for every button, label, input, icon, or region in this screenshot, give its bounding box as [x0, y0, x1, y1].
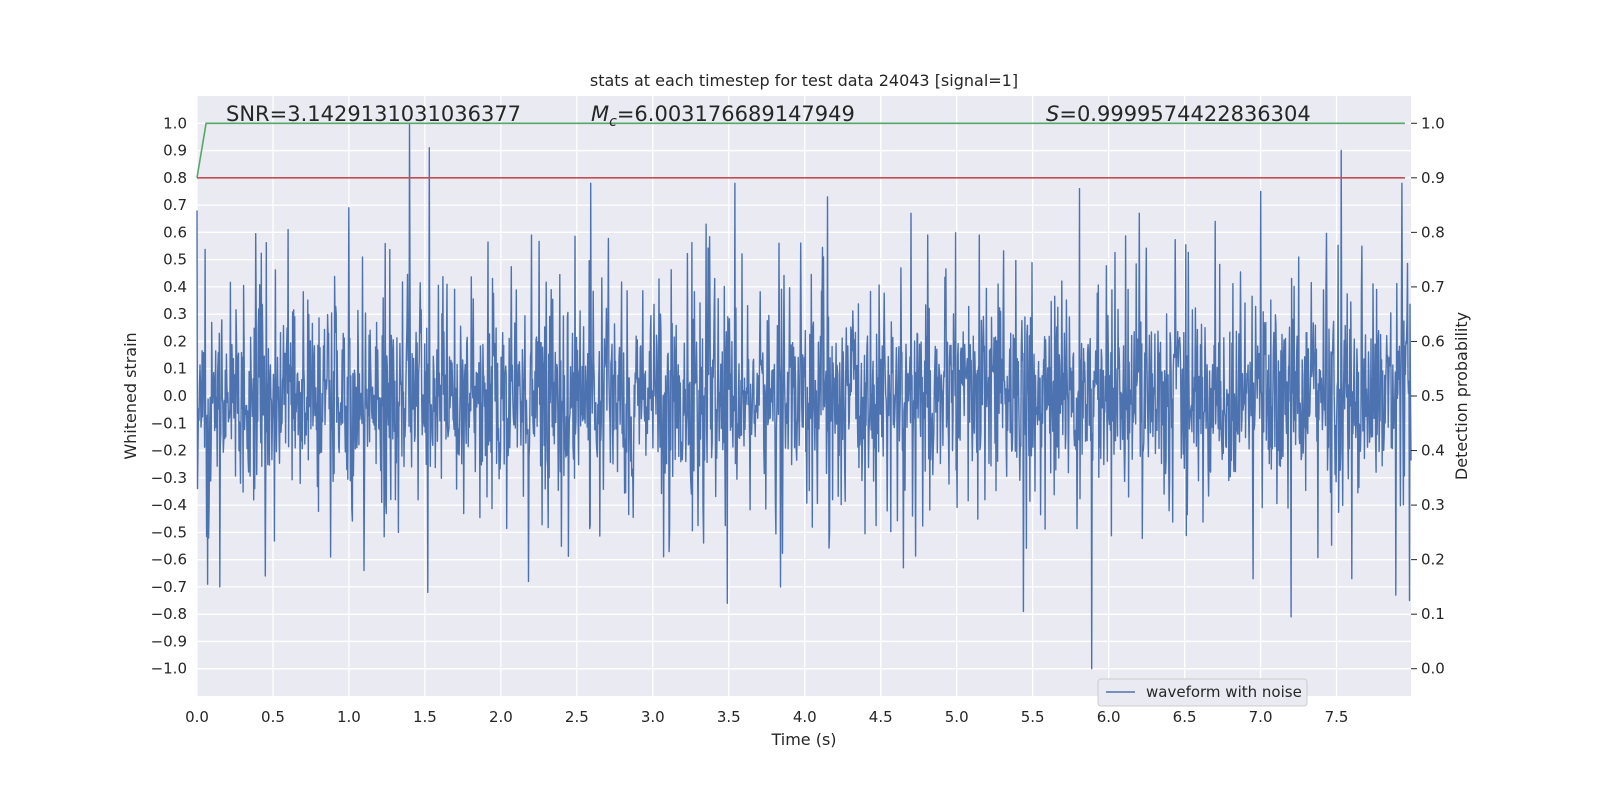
- data-layer: [196, 122, 1412, 670]
- y-tick-label: 0.3: [163, 305, 187, 323]
- y2-axis-label: Detection probability: [1452, 312, 1471, 480]
- y-tick-label: 0.4: [163, 278, 187, 296]
- x-tick-label: 6.0: [1097, 708, 1121, 726]
- y-tick-label: 0.7: [163, 196, 187, 214]
- x-tick-label: 4.5: [869, 708, 893, 726]
- y2-tick-label: 0.4: [1421, 442, 1445, 460]
- y-tick-label: −0.3: [151, 469, 187, 487]
- score-annotation: S=0.9999574422836304: [1046, 102, 1311, 126]
- y-tick-label: 1.0: [163, 114, 187, 132]
- y-axis-label: Whitened strain: [121, 332, 140, 459]
- y-tick-label: 0.1: [163, 360, 187, 378]
- y-tick-label: 0.9: [163, 142, 187, 160]
- y2-tick-label: 0.6: [1421, 332, 1445, 350]
- x-tick-label: 0.0: [185, 708, 209, 726]
- waveform-line: [196, 122, 1412, 670]
- x-tick-label: 2.0: [489, 708, 513, 726]
- x-tick-label: 6.5: [1173, 708, 1197, 726]
- x-tick-label: 3.0: [641, 708, 665, 726]
- y-tick-label: 0.0: [163, 387, 187, 405]
- x-tick-label: 7.0: [1249, 708, 1273, 726]
- y2-tick-label: 0.0: [1421, 660, 1445, 678]
- detection-probability-line: [196, 122, 1405, 178]
- snr-annotation: SNR=3.1429131031036377: [226, 102, 521, 126]
- y2-tick-label: 0.9: [1421, 169, 1445, 187]
- y-tick-label: −0.5: [151, 523, 187, 541]
- y-tick-label: −0.9: [151, 632, 187, 650]
- y-tick-label: 0.5: [163, 251, 187, 269]
- legend-box: [1097, 678, 1308, 707]
- y-tick-label: −0.8: [151, 605, 187, 623]
- y2-tick-label: 0.3: [1421, 496, 1445, 514]
- chart-title: stats at each timestep for test data 240…: [590, 71, 1018, 90]
- y-tick-label: 0.8: [163, 169, 187, 187]
- y2-tick-label: 0.2: [1421, 551, 1445, 569]
- x-tick-label: 1.5: [413, 708, 437, 726]
- x-tick-label: 5.0: [945, 708, 969, 726]
- y-tick-label: −0.6: [151, 551, 187, 569]
- tick-layer: 0.0 0.5 1.0 1.5 2.0 2.5 3.0 3.5 4.0 4.5 5.0 5.5 6.0 6…: [151, 114, 1445, 726]
- y2-tick-label: 0.7: [1421, 278, 1445, 296]
- x-tick-label: 5.5: [1021, 708, 1045, 726]
- chirp-mass-annotation: Mc=6.003176689147949: [591, 102, 855, 130]
- x-tick-label: 1.0: [337, 708, 361, 726]
- legend-label: waveform with noise: [1146, 683, 1302, 701]
- y2-tick-label: 0.1: [1421, 605, 1445, 623]
- y2-tick-label: 1.0: [1421, 114, 1445, 132]
- legend: waveform with noise: [1097, 678, 1308, 707]
- y-tick-label: 0.6: [163, 223, 187, 241]
- y-tick-label: −0.1: [151, 414, 187, 432]
- x-tick-label: 3.5: [717, 708, 741, 726]
- x-tick-label: 7.5: [1325, 708, 1349, 726]
- y2-tick-label: 0.5: [1421, 387, 1445, 405]
- x-tick-label: 2.5: [565, 708, 589, 726]
- x-axis-label: Time (s): [770, 730, 836, 749]
- y-tick-label: −0.2: [151, 442, 187, 460]
- y-tick-label: −0.7: [151, 578, 187, 596]
- y-tick-label: −1.0: [151, 660, 187, 678]
- y2-tick-label: 0.8: [1421, 223, 1445, 241]
- y-tick-label: −0.4: [151, 496, 187, 514]
- x-tick-label: 4.0: [793, 708, 817, 726]
- x-tick-label: 0.5: [261, 708, 285, 726]
- y-tick-label: 0.2: [163, 332, 187, 350]
